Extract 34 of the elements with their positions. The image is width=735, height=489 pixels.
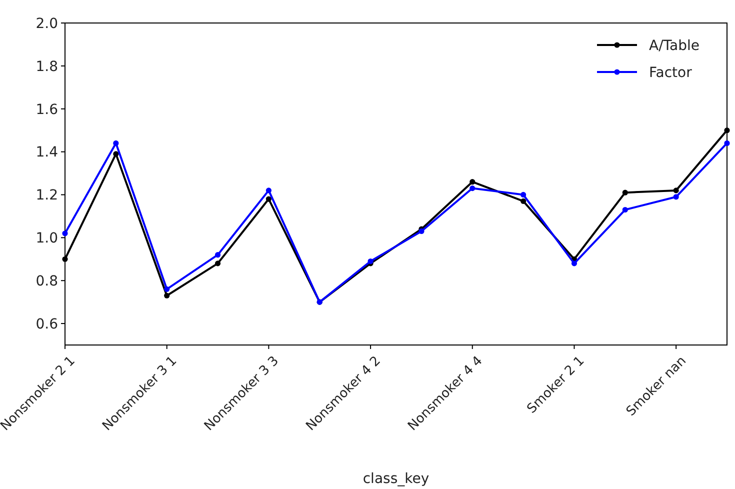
point [418, 228, 424, 234]
point [113, 151, 119, 157]
y-tick-label: 2.0 [36, 16, 58, 32]
legend-label: Factor [649, 64, 692, 81]
point [673, 188, 679, 194]
point [470, 179, 476, 185]
point [673, 194, 679, 200]
y-tick-label: 0.6 [36, 316, 58, 332]
point [214, 260, 221, 266]
y-tick-label: 1.8 [36, 58, 58, 75]
point [164, 292, 170, 298]
point [622, 206, 628, 213]
point [164, 286, 170, 292]
point [520, 198, 526, 204]
point [724, 128, 730, 134]
point [520, 192, 526, 198]
y-tick-label: 1.6 [36, 102, 58, 118]
x-axis-title: class_key [362, 471, 430, 487]
y-tick-label: 1.4 [36, 144, 58, 161]
point [113, 140, 119, 146]
point [571, 260, 578, 266]
point [62, 256, 68, 262]
point [266, 196, 272, 202]
y-tick-label: 1.0 [36, 230, 58, 247]
point [724, 140, 730, 146]
point [368, 258, 374, 264]
point [622, 190, 628, 196]
point [266, 188, 272, 194]
y-tick-label: 1.2 [36, 188, 58, 204]
y-tick-label: 0.8 [36, 274, 58, 290]
point [470, 185, 476, 192]
point [214, 252, 221, 258]
legend-label: A/Table [649, 38, 700, 54]
point [62, 230, 68, 236]
